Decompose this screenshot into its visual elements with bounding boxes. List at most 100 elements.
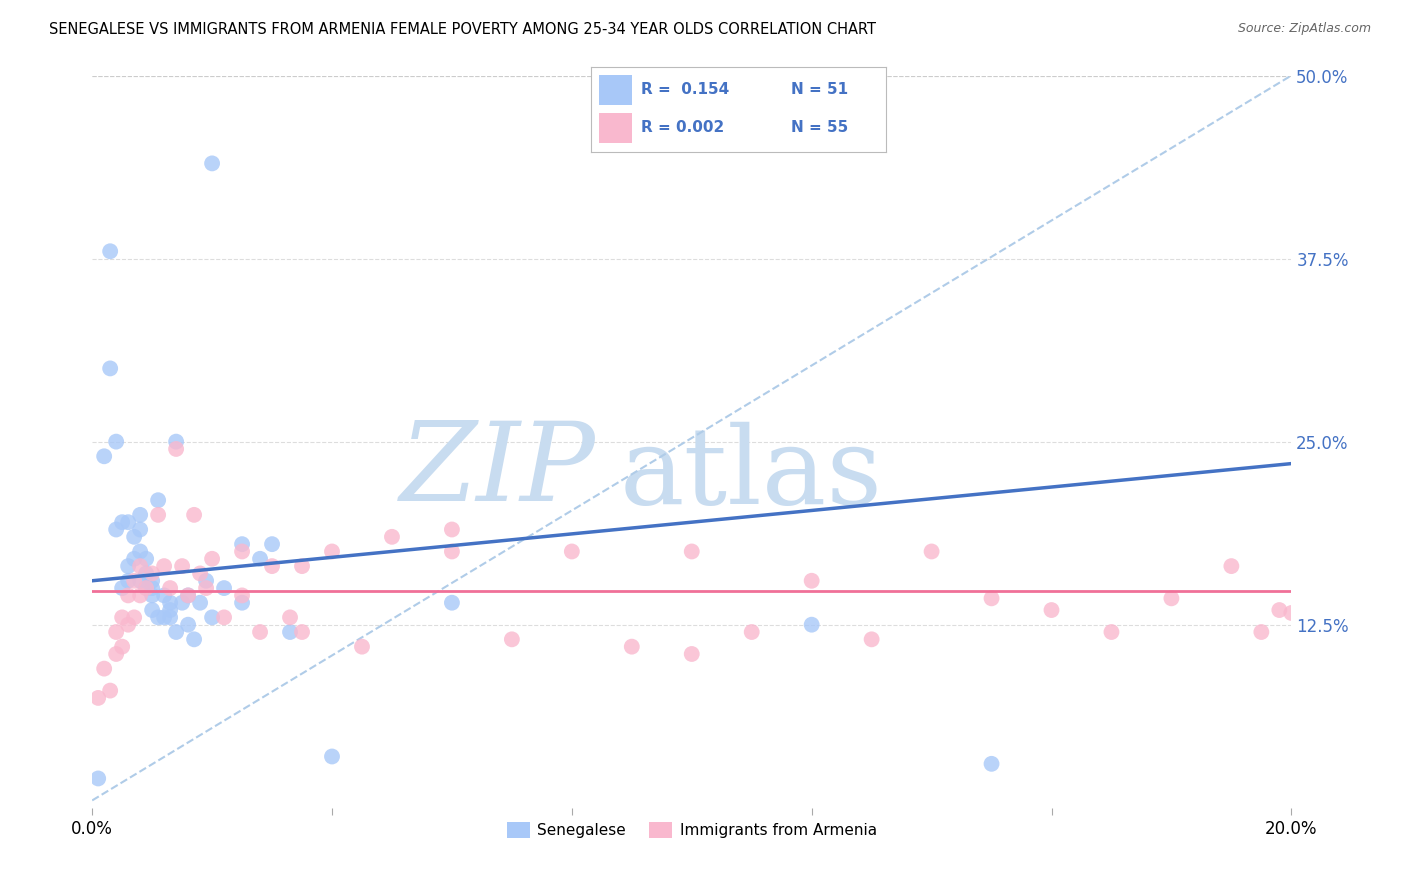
Point — [183, 632, 205, 647]
Point — [117, 617, 139, 632]
Point — [146, 493, 169, 508]
Point — [87, 690, 110, 705]
Text: ZIP: ZIP — [399, 417, 596, 524]
Text: SENEGALESE VS IMMIGRANTS FROM ARMENIA FEMALE POVERTY AMONG 25-34 YEAR OLDS CORRE: SENEGALESE VS IMMIGRANTS FROM ARMENIA FE… — [49, 22, 876, 37]
Point — [1250, 625, 1272, 640]
Point — [440, 523, 463, 537]
Point — [800, 617, 823, 632]
Text: atlas: atlas — [620, 422, 883, 527]
Point — [117, 574, 139, 588]
Point — [105, 625, 128, 640]
Point — [129, 523, 152, 537]
Point — [87, 772, 110, 786]
Point — [231, 544, 253, 558]
Point — [260, 537, 283, 551]
Point — [188, 596, 211, 610]
Point — [177, 588, 200, 602]
Point — [860, 632, 883, 647]
Point — [111, 515, 134, 529]
Point — [129, 574, 152, 588]
Point — [1268, 603, 1291, 617]
Point — [135, 581, 157, 595]
Point — [183, 508, 205, 522]
Point — [201, 551, 224, 566]
Point — [98, 683, 121, 698]
Point — [93, 662, 115, 676]
Point — [129, 559, 152, 574]
Point — [291, 625, 314, 640]
Point — [212, 581, 235, 595]
Point — [1040, 603, 1063, 617]
Point — [321, 544, 343, 558]
Point — [440, 544, 463, 558]
Point — [98, 361, 121, 376]
Point — [98, 244, 121, 259]
Point — [231, 596, 253, 610]
Point — [165, 625, 187, 640]
Point — [146, 508, 169, 522]
Point — [188, 566, 211, 581]
Text: R = 0.002: R = 0.002 — [641, 120, 724, 136]
Point — [111, 581, 134, 595]
Point — [105, 647, 128, 661]
Point — [105, 523, 128, 537]
Point — [249, 551, 271, 566]
Point — [381, 530, 404, 544]
Point — [111, 640, 134, 654]
Point — [153, 588, 176, 602]
Point — [195, 581, 218, 595]
Point — [153, 559, 176, 574]
Point — [141, 574, 163, 588]
Point — [159, 610, 181, 624]
Point — [195, 574, 218, 588]
Point — [800, 574, 823, 588]
Point — [350, 640, 373, 654]
Point — [212, 610, 235, 624]
Point — [129, 544, 152, 558]
Point — [117, 515, 139, 529]
Point — [249, 625, 271, 640]
Point — [105, 434, 128, 449]
Point — [129, 508, 152, 522]
Point — [141, 588, 163, 602]
Point — [111, 610, 134, 624]
Point — [172, 559, 194, 574]
Point — [172, 596, 194, 610]
Point — [278, 625, 301, 640]
Text: N = 51: N = 51 — [792, 82, 848, 97]
Legend: Senegalese, Immigrants from Armenia: Senegalese, Immigrants from Armenia — [501, 816, 883, 844]
Point — [921, 544, 943, 558]
Point — [159, 603, 181, 617]
Point — [1220, 559, 1243, 574]
Point — [141, 581, 163, 595]
Point — [165, 442, 187, 456]
Point — [93, 450, 115, 464]
Point — [501, 632, 523, 647]
Point — [122, 530, 145, 544]
Text: R =  0.154: R = 0.154 — [641, 82, 728, 97]
Point — [177, 588, 200, 602]
Bar — [599, 112, 631, 143]
Point — [141, 603, 163, 617]
Point — [260, 559, 283, 574]
Bar — [599, 75, 631, 105]
Point — [201, 610, 224, 624]
Point — [681, 647, 703, 661]
Point — [159, 596, 181, 610]
Text: N = 55: N = 55 — [792, 120, 849, 136]
Point — [231, 588, 253, 602]
Point — [165, 434, 187, 449]
Point — [135, 551, 157, 566]
Point — [117, 559, 139, 574]
Point — [321, 749, 343, 764]
Point — [159, 581, 181, 595]
Point — [440, 596, 463, 610]
Point — [135, 581, 157, 595]
Point — [146, 610, 169, 624]
Point — [231, 537, 253, 551]
Point — [980, 591, 1002, 606]
Point — [177, 617, 200, 632]
Point — [141, 566, 163, 581]
Point — [153, 610, 176, 624]
Point — [291, 559, 314, 574]
